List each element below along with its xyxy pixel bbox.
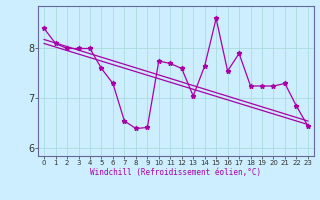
X-axis label: Windchill (Refroidissement éolien,°C): Windchill (Refroidissement éolien,°C) bbox=[91, 168, 261, 177]
